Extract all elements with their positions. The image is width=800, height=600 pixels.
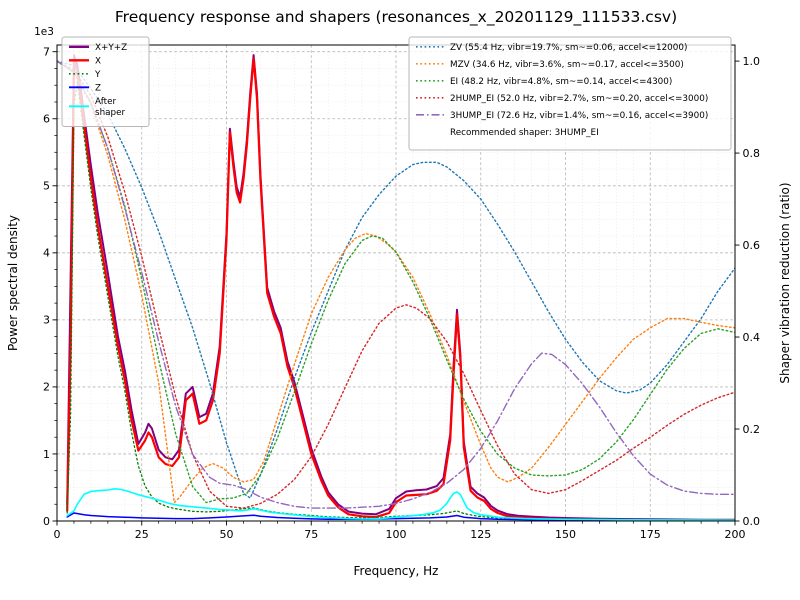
psd-z-legend-label: Z bbox=[95, 84, 101, 94]
plot-area: 0 25 50 75 100 125 150 175 200 0 1 2 3 4 5 6 7 0.0 0.2 0.4 0… bbox=[43, 44, 760, 541]
psd-xyz-curve bbox=[66, 54, 735, 521]
grid-minor bbox=[57, 45, 735, 521]
shaper-ei-curve bbox=[57, 60, 735, 504]
psd-after-shaper-legend-label: After bbox=[95, 97, 117, 107]
x-tick-label: 25 bbox=[135, 528, 149, 541]
grid-major bbox=[57, 45, 735, 521]
x-tick-label: 125 bbox=[470, 528, 491, 541]
y-left-tick-label: 1 bbox=[43, 448, 50, 461]
chart-title: Frequency response and shapers (resonanc… bbox=[115, 8, 677, 27]
y-left-tick-label: 2 bbox=[43, 381, 50, 394]
x-tick-label: 100 bbox=[386, 528, 407, 541]
shaper-ei-legend-label: EI (48.2 Hz, vibr=4.8%, sm~=0.14, accel<… bbox=[450, 77, 672, 87]
x-tick-label: 0 bbox=[54, 528, 61, 541]
y-left-tick-label: 7 bbox=[43, 46, 50, 59]
shaper-2hump-ei-curve bbox=[57, 60, 735, 509]
psd-after-shaper-curve bbox=[66, 487, 735, 521]
shaper-mzv-legend-label: MZV (34.6 Hz, vibr=3.6%, sm~=0.17, accel… bbox=[450, 60, 684, 70]
y-left-tick-label: 4 bbox=[43, 247, 50, 260]
shaper-mzv-curve bbox=[57, 60, 735, 504]
y-left-tick-label: 3 bbox=[43, 314, 50, 327]
legend-shapers-box bbox=[408, 36, 732, 151]
y-right-tick-label: 0.2 bbox=[743, 423, 761, 436]
shaper-2hump-ei-legend-label: 2HUMP_EI (52.0 Hz, vibr=2.7%, sm~=0.20, … bbox=[450, 94, 708, 104]
psd-y-legend-label: Y bbox=[94, 70, 101, 80]
y-left-tick-label: 0 bbox=[43, 515, 50, 528]
psd-x-curve bbox=[66, 57, 735, 521]
axis-ticks: 0 25 50 75 100 125 150 175 200 0 1 2 3 4 5 6 7 0.0 0.2 0.4 0… bbox=[43, 46, 760, 541]
curves bbox=[57, 54, 735, 521]
shaper-zv-legend-label: ZV (55.4 Hz, vibr=19.7%, sm~=0.06, accel… bbox=[450, 43, 687, 53]
x-axis-label: Frequency, Hz bbox=[354, 564, 439, 578]
x-tick-label: 175 bbox=[640, 528, 661, 541]
psd-xyz-legend-label: X+Y+Z bbox=[95, 43, 127, 53]
psd-after-shaper-legend-label: shaper bbox=[95, 108, 126, 118]
shaper-zv-curve bbox=[57, 60, 735, 499]
y-right-tick-label: 0.0 bbox=[743, 515, 761, 528]
x-tick-label: 75 bbox=[304, 528, 318, 541]
psd-z-curve bbox=[66, 512, 735, 521]
y-axis-label-left: Power spectral density bbox=[6, 215, 20, 351]
legend-shapers: ZV (55.4 Hz, vibr=19.7%, sm~=0.06, accel… bbox=[408, 36, 732, 151]
y-right-tick-label: 1.0 bbox=[743, 55, 761, 68]
shaper-3hump-ei-curve bbox=[57, 60, 735, 509]
x-tick-label: 200 bbox=[725, 528, 746, 541]
y-left-tick-label: 6 bbox=[43, 113, 50, 126]
y-right-tick-label: 0.8 bbox=[743, 147, 761, 160]
x-tick-label: 150 bbox=[555, 528, 576, 541]
x-tick-label: 50 bbox=[220, 528, 234, 541]
shaper-3hump-ei-legend-label: 3HUMP_EI (72.6 Hz, vibr=1.4%, sm~=0.16, … bbox=[450, 111, 708, 121]
y-left-tick-label: 5 bbox=[43, 180, 50, 193]
y-right-tick-label: 0.4 bbox=[743, 331, 761, 344]
psd-x-legend-label: X bbox=[95, 57, 101, 67]
y-axis-offset-label: 1e3 bbox=[34, 26, 54, 38]
y-right-tick-label: 0.6 bbox=[743, 239, 761, 252]
y-axis-label-right: Shaper vibration reduction (ratio) bbox=[778, 182, 792, 383]
recommended-shaper-note: Recommended shaper: 3HUMP_EI bbox=[450, 128, 599, 138]
